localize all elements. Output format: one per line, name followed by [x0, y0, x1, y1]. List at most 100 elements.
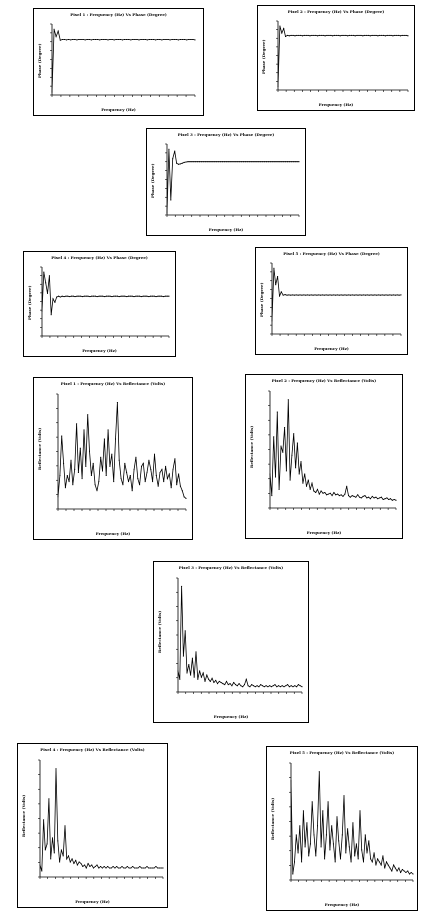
data-point [211, 677, 213, 679]
data-point [341, 834, 343, 836]
data-point [303, 294, 305, 296]
data-point [360, 34, 362, 36]
data-point [309, 35, 311, 37]
data-point [135, 456, 137, 458]
data-point [267, 161, 269, 163]
data-point [290, 161, 292, 163]
data-point [84, 39, 86, 41]
data-point [202, 161, 204, 163]
data-point [389, 294, 391, 296]
chart-title: Pixel 3 : Frequency (Hz) Vs Phase (Degre… [177, 132, 275, 137]
data-point [184, 630, 186, 632]
data-point [111, 39, 113, 40]
data-point [142, 867, 144, 869]
y-axis-label: Reflectance (Volts) [37, 427, 42, 470]
y-axis-label: Phase (Degree) [150, 163, 155, 198]
data-point [307, 479, 309, 481]
data-point [120, 295, 122, 297]
data-point [151, 295, 153, 297]
series-line [41, 272, 169, 315]
data-point [311, 482, 313, 484]
data-point [410, 872, 412, 873]
data-point [151, 39, 152, 40]
data-point [343, 34, 345, 36]
data-point [122, 484, 124, 486]
data-point [177, 670, 179, 672]
data-point [340, 494, 342, 496]
data-point [43, 271, 45, 273]
data-point [140, 296, 142, 298]
data-point [225, 161, 227, 163]
data-point [260, 684, 262, 686]
data-point [305, 294, 307, 296]
data-point [381, 294, 383, 296]
data-point [368, 840, 370, 842]
data-point [190, 39, 192, 40]
data-point [294, 685, 296, 687]
data-point [124, 462, 126, 464]
data-point [407, 870, 409, 872]
data-point [208, 678, 210, 680]
data-point [160, 867, 162, 869]
data-point [129, 295, 131, 297]
data-point [142, 462, 144, 464]
data-point [299, 825, 301, 827]
data-point [92, 462, 94, 464]
chart-panel: Pixel 3 : Frequency (Hz) Vs Reflectance … [153, 561, 309, 723]
data-point [301, 294, 303, 296]
plot-area [176, 577, 303, 694]
data-point [258, 161, 260, 163]
data-point [89, 450, 90, 452]
data-point [405, 872, 407, 873]
data-point [281, 685, 283, 687]
y-axis-label: Phase (Degree) [261, 39, 266, 74]
data-point [288, 686, 290, 688]
data-point [362, 495, 364, 497]
data-point [246, 161, 248, 163]
data-point [370, 858, 372, 860]
data-point [327, 801, 329, 803]
data-point [58, 295, 60, 297]
data-point [282, 451, 284, 453]
data-point [345, 852, 347, 854]
data-point [161, 39, 163, 41]
data-point [320, 490, 322, 492]
data-point [293, 433, 295, 435]
data-point [340, 858, 341, 860]
data-point [270, 686, 272, 688]
data-point [59, 39, 61, 41]
axis-lines [271, 263, 401, 335]
data-point [155, 39, 157, 41]
data-point [111, 453, 113, 455]
data-point [214, 161, 216, 163]
data-point [370, 294, 372, 296]
data-point [101, 867, 103, 869]
data-point [326, 494, 328, 496]
data-point [100, 456, 102, 458]
data-point [233, 161, 235, 163]
data-point [118, 459, 120, 461]
data-point [271, 161, 273, 163]
data-point [148, 39, 150, 40]
data-point [295, 467, 297, 469]
data-point [218, 161, 220, 163]
data-point [98, 295, 100, 297]
data-point [150, 468, 152, 470]
y-axis-label: Phase (Degree) [37, 43, 42, 78]
data-point [336, 294, 338, 296]
data-point [202, 672, 204, 674]
data-point [301, 861, 303, 863]
data-point [144, 867, 146, 869]
data-point [75, 859, 77, 861]
data-point [341, 34, 343, 36]
data-point [105, 475, 107, 476]
data-point [358, 34, 360, 36]
data-point [172, 468, 174, 470]
data-point [61, 39, 63, 40]
data-point [88, 39, 90, 40]
data-point [386, 861, 387, 863]
data-point [117, 39, 119, 40]
data-point [131, 490, 133, 492]
data-point [249, 686, 251, 688]
data-point [363, 861, 364, 863]
